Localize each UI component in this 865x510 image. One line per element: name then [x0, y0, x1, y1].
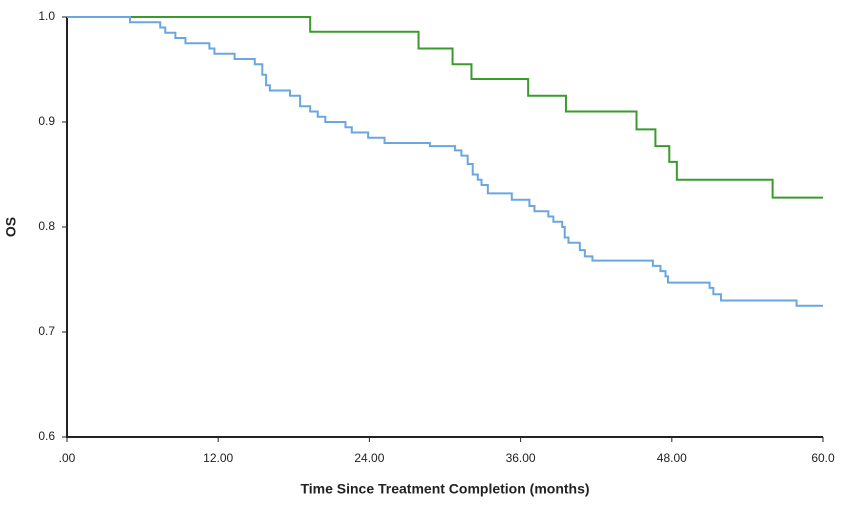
x-tick-label: 48.00 [657, 451, 687, 465]
x-tick-label: .00 [59, 451, 76, 465]
x-axis-title: Time Since Treatment Completion (months) [300, 481, 589, 497]
y-tick-label: 0.7 [38, 324, 55, 338]
y-tick-label: 0.6 [38, 429, 55, 443]
y-tick-label: 1.0 [38, 9, 55, 23]
x-tick-label: 60.0 [811, 451, 835, 465]
y-tick-label: 0.9 [38, 114, 55, 128]
x-tick-label: 12.00 [203, 451, 233, 465]
survival-curve [67, 16, 823, 199]
y-axis-title: OS [3, 217, 19, 237]
y-tick-label: 0.8 [38, 219, 55, 233]
x-tick-label: 36.00 [506, 451, 536, 465]
axis-line [66, 17, 823, 438]
survival-curve [67, 16, 823, 307]
x-tick-label: 24.00 [354, 451, 384, 465]
